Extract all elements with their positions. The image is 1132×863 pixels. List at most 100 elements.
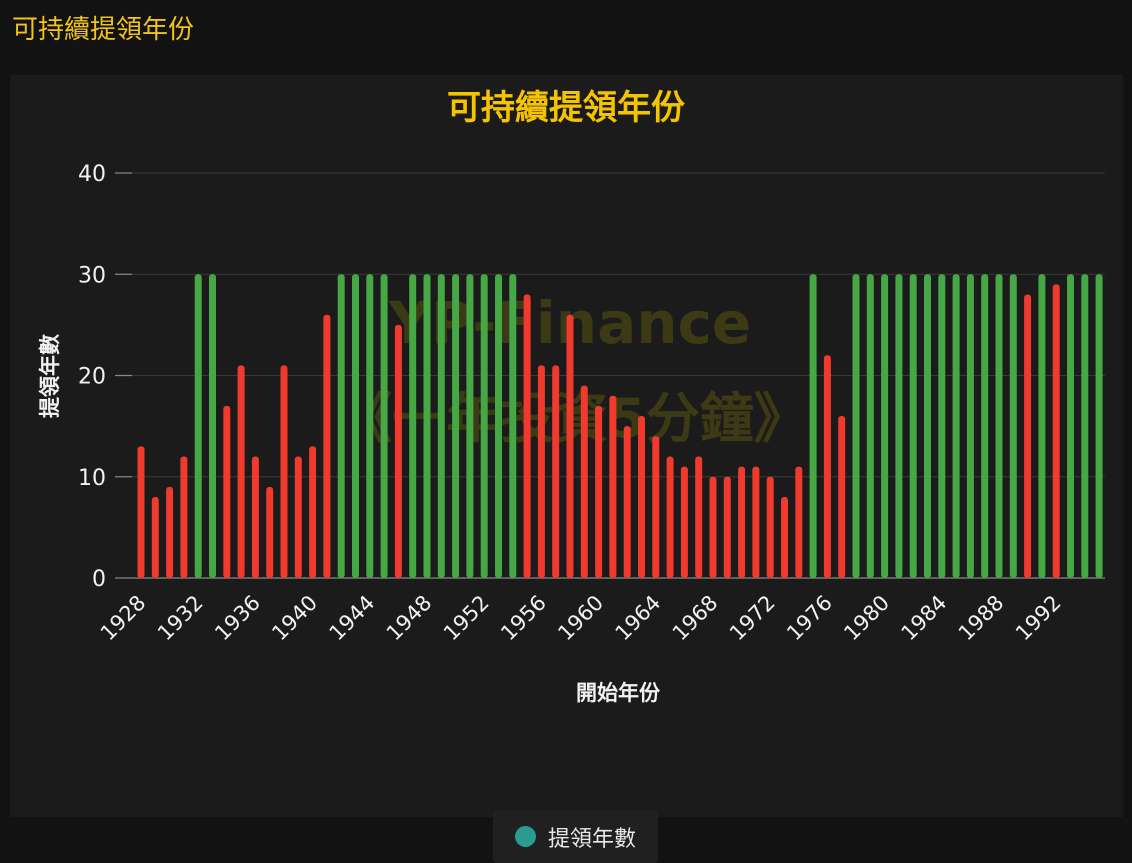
bar-1933[interactable] [209,274,216,578]
bar-1940[interactable] [309,446,317,578]
bar-1967[interactable] [695,456,703,579]
x-tick-label-1952: 1952 [439,591,494,646]
x-tick-label-1944: 1944 [325,591,380,646]
bar-1939[interactable] [294,456,302,579]
bar-1947[interactable] [409,274,417,578]
x-tick-label-1956: 1956 [496,591,551,646]
bar-1979[interactable] [866,274,874,578]
bar-1978[interactable] [852,274,860,578]
bar-1994[interactable] [1081,274,1089,578]
bar-1959[interactable] [580,385,588,578]
bar-1981[interactable] [895,274,903,578]
y-axis-label: 提領年數 [38,334,62,418]
bar-1935[interactable] [237,365,245,578]
x-tick-label-1968: 1968 [668,591,723,646]
x-tick-label-1936: 1936 [210,591,265,646]
bar-1963[interactable] [638,416,645,578]
bar-1960[interactable] [595,405,603,578]
bar-1973[interactable] [781,497,788,578]
bar-1995[interactable] [1095,274,1103,578]
bar-1929[interactable] [151,497,159,578]
x-tick-label-1976: 1976 [782,591,837,646]
bar-1982[interactable] [909,274,917,578]
x-tick-label-1960: 1960 [553,591,608,646]
bar-1952[interactable] [480,274,488,578]
bar-1974[interactable] [795,466,803,578]
bar-1964[interactable] [652,436,660,578]
bar-1989[interactable] [1009,274,1017,578]
bar-1972[interactable] [766,476,774,578]
bar-1942[interactable] [337,274,345,578]
legend[interactable]: 提領年數 [493,810,658,863]
bar-1937[interactable] [266,486,274,578]
bar-1962[interactable] [623,426,631,578]
bar-1950[interactable] [452,274,460,578]
x-tick-label-1988: 1988 [954,591,1009,646]
bar-1946[interactable] [394,324,402,578]
bar-1986[interactable] [966,274,974,578]
bar-1930[interactable] [166,486,174,578]
bar-1966[interactable] [680,466,688,578]
bar-1983[interactable] [924,274,931,578]
bar-1971[interactable] [752,466,760,578]
bar-1956[interactable] [537,365,545,578]
x-tick-label-1932: 1932 [153,591,208,646]
bar-1990[interactable] [1024,294,1032,579]
bar-1969[interactable] [723,476,731,578]
bar-1938[interactable] [280,365,288,578]
bar-1931[interactable] [180,456,188,579]
x-axis-ticks: 1928 1932 1936 1940 1944 1948 1952 1956 1960 1964… [96,591,1066,646]
bar-1975[interactable] [809,274,817,578]
bar-1991[interactable] [1038,274,1046,578]
bar-1992[interactable] [1052,284,1060,578]
bar-1988[interactable] [995,274,1003,578]
bar-1932[interactable] [194,274,202,578]
y-tick-label-20: 20 [78,365,106,390]
bar-1944[interactable] [366,274,374,578]
bar-1993[interactable] [1067,274,1074,578]
x-axis-label: 開始年份 [576,681,661,705]
bar-1958[interactable] [566,314,574,578]
bar-1941[interactable] [323,314,331,578]
x-tick-label-1992: 1992 [1011,591,1066,646]
bar-1948[interactable] [423,274,431,578]
bar-1955[interactable] [523,294,531,579]
bar-1951[interactable] [466,274,474,578]
y-axis-ticks: 0 10 20 30 40 [78,162,132,592]
bar-1957[interactable] [552,365,560,578]
bar-1943[interactable] [352,274,359,578]
x-tick-label-1964: 1964 [611,591,666,646]
bar-1961[interactable] [609,395,617,578]
bar-1980[interactable] [881,274,889,578]
page-title: 可持續提領年份 [12,15,195,45]
bar-1970[interactable] [738,466,746,578]
bar-1954[interactable] [509,274,517,578]
y-tick-label-30: 30 [78,263,106,288]
bar-1977[interactable] [838,416,846,578]
bar-1984[interactable] [938,274,946,578]
x-tick-label-1984: 1984 [897,591,952,646]
x-tick-label-1940: 1940 [267,591,322,646]
bar-1987[interactable] [981,274,989,578]
bar-1976[interactable] [823,355,831,578]
y-tick-label-10: 10 [78,466,106,491]
bar-1968[interactable] [709,476,717,578]
bar-1965[interactable] [666,456,674,579]
bar-1953[interactable] [495,274,502,578]
y-tick-label-40: 40 [78,162,106,187]
bar-1945[interactable] [380,274,388,578]
bar-1985[interactable] [952,274,960,578]
x-tick-label-1972: 1972 [725,591,780,646]
x-tick-label-1948: 1948 [382,591,437,646]
legend-label: 提領年數 [547,826,636,852]
chart-title: 可持續提領年份 [447,88,685,128]
y-tick-label-0: 0 [92,567,106,592]
x-tick-label-1928: 1928 [96,591,151,646]
bar-1928[interactable] [137,446,145,578]
bars [137,274,1103,579]
bar-1949[interactable] [437,274,445,578]
bar-1934[interactable] [223,405,231,578]
bar-1936[interactable] [251,456,259,579]
